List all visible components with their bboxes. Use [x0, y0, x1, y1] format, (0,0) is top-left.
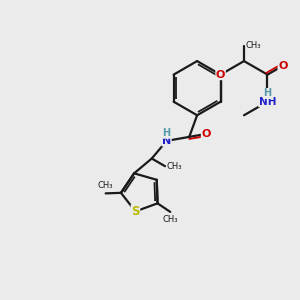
Text: O: O	[278, 61, 287, 71]
Text: CH₃: CH₃	[163, 215, 178, 224]
Text: H: H	[163, 128, 171, 138]
Text: O: O	[201, 129, 211, 139]
Text: H: H	[263, 88, 272, 98]
Text: S: S	[131, 205, 140, 218]
Text: CH₃: CH₃	[245, 41, 261, 50]
Text: NH: NH	[259, 97, 276, 107]
Text: CH₃: CH₃	[98, 182, 113, 190]
Text: O: O	[216, 70, 225, 80]
Text: N: N	[162, 136, 171, 146]
Text: CH₃: CH₃	[167, 162, 182, 171]
